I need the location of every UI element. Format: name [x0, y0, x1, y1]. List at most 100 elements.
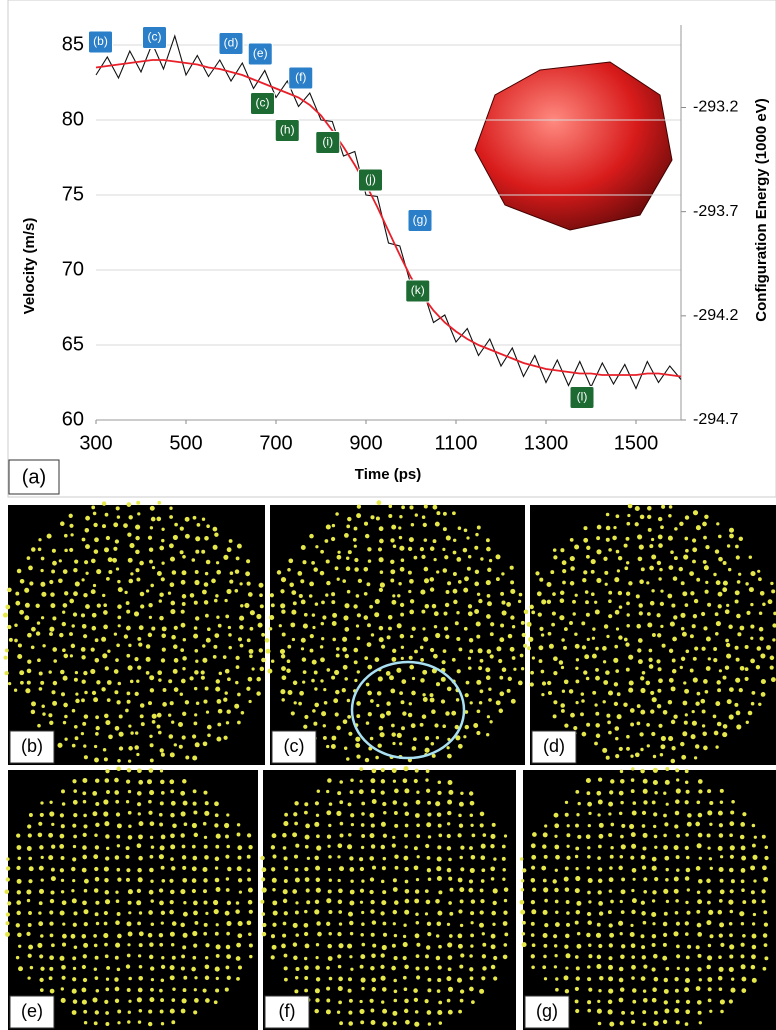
atom [692, 560, 696, 564]
atom [115, 539, 119, 543]
atom [348, 989, 352, 993]
atom [41, 557, 45, 561]
atom [635, 506, 640, 511]
atom [353, 648, 358, 653]
atom [448, 790, 453, 795]
atom [328, 932, 331, 935]
atom [51, 943, 55, 947]
atom [105, 666, 109, 670]
atom [60, 834, 65, 839]
atom [697, 967, 701, 971]
atom [339, 1021, 343, 1025]
atom [170, 833, 175, 838]
atom [741, 845, 746, 850]
atom [468, 657, 471, 660]
atom [477, 526, 481, 530]
atom [172, 921, 177, 926]
atom [621, 844, 626, 849]
atom [405, 824, 409, 828]
atom [39, 889, 44, 894]
atom [227, 547, 232, 552]
annotation-label: (c) [148, 30, 162, 44]
atom [69, 548, 73, 552]
atom [283, 922, 287, 926]
atom [183, 912, 188, 917]
atom [528, 637, 533, 642]
atom [223, 655, 227, 659]
atom [20, 579, 25, 584]
atom [343, 615, 348, 620]
atom [304, 989, 308, 993]
atom [135, 731, 138, 734]
atom [157, 571, 162, 576]
atom [654, 1021, 659, 1026]
atom [658, 667, 662, 671]
atom [671, 604, 675, 608]
atom [157, 713, 162, 718]
atom [137, 768, 142, 773]
atom [701, 647, 705, 651]
atom [115, 855, 120, 860]
atom [39, 954, 43, 958]
atom [393, 1021, 397, 1025]
atom [249, 955, 252, 958]
atom [39, 866, 44, 871]
atom [91, 506, 95, 510]
atom [182, 866, 186, 870]
atom [490, 834, 495, 839]
atom [422, 693, 425, 696]
atom [238, 878, 242, 882]
atom [624, 638, 628, 642]
atom [730, 889, 734, 893]
atom [415, 933, 420, 938]
atom [305, 824, 310, 829]
atom [543, 944, 547, 948]
atom [401, 558, 405, 562]
snapshot-label: (f) [279, 1001, 296, 1021]
atom [565, 866, 569, 870]
atom [114, 690, 118, 694]
atom [608, 599, 612, 603]
atom [489, 559, 492, 562]
atom [490, 632, 494, 636]
atom [170, 890, 175, 895]
atom [149, 560, 153, 564]
atom [468, 611, 473, 616]
atom [343, 665, 348, 670]
atom [445, 711, 449, 715]
atom [566, 856, 570, 860]
atom [750, 865, 755, 870]
atom [544, 977, 547, 980]
atom [75, 736, 79, 740]
atom [93, 523, 97, 527]
atom [328, 956, 333, 961]
atom [495, 554, 500, 559]
atom [237, 933, 242, 938]
atom [409, 505, 413, 509]
atom [542, 681, 546, 685]
atom [117, 759, 121, 763]
atom [554, 845, 559, 850]
atom [171, 1020, 175, 1024]
atom [37, 658, 41, 662]
atom [372, 799, 377, 804]
atom [127, 943, 130, 946]
atom [371, 978, 376, 983]
atom [7, 625, 11, 629]
atom [214, 909, 219, 914]
atom [651, 912, 656, 917]
atom [413, 737, 417, 741]
atom [246, 687, 250, 691]
atom [640, 748, 643, 751]
atom [348, 833, 351, 836]
atom [138, 954, 141, 957]
atom [370, 909, 374, 913]
atom [673, 715, 677, 719]
atom [553, 656, 558, 661]
atom [587, 791, 591, 795]
atom [293, 812, 297, 816]
atom [531, 855, 536, 860]
atom [425, 748, 430, 753]
atom [597, 1009, 602, 1014]
atom [73, 591, 78, 596]
